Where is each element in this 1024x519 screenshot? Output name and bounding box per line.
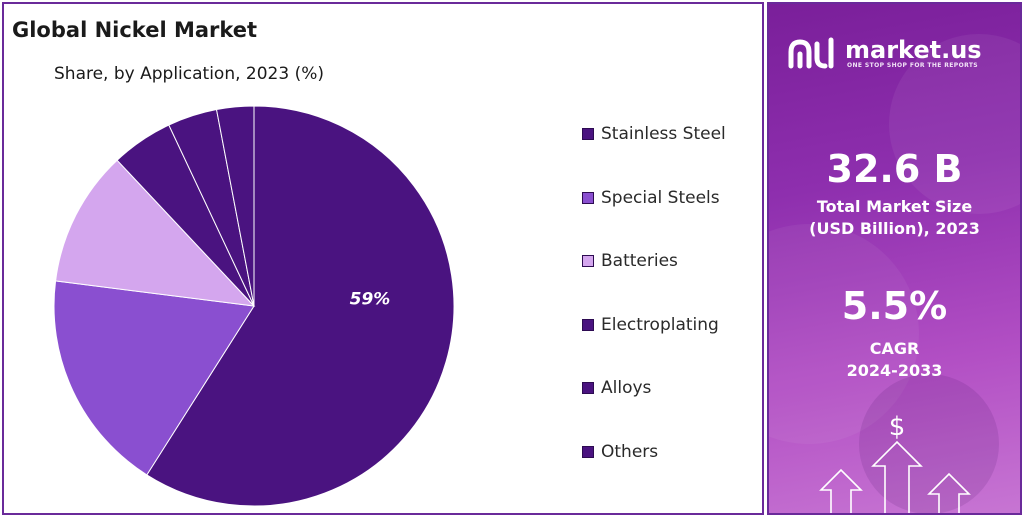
pie-slice-stainless-steel bbox=[146, 105, 455, 507]
svg-text:$: $ bbox=[889, 412, 906, 442]
legend-label: Electroplating bbox=[601, 314, 719, 335]
legend-swatch bbox=[582, 445, 594, 458]
legend-item: Stainless Steel bbox=[582, 124, 726, 144]
chart-subtitle: Share, by Application, 2023 (%) bbox=[54, 64, 324, 84]
legend-item: Special Steels bbox=[582, 188, 720, 208]
cagr-period-label: 2024-2033 bbox=[846, 361, 943, 380]
brand-tagline: ONE STOP SHOP FOR THE REPORTS bbox=[847, 62, 979, 69]
legend-item: Alloys bbox=[582, 378, 651, 398]
legend-label: Stainless Steel bbox=[601, 124, 726, 144]
market-size-unit-label: (USD Billion), 2023 bbox=[809, 219, 980, 238]
legend-swatch bbox=[582, 318, 594, 331]
summary-panel: $ market.us ONE STOP SHOP FOR THE REPORT… bbox=[767, 2, 1022, 515]
legend-item: Electroplating bbox=[582, 315, 719, 335]
legend-swatch bbox=[582, 255, 594, 267]
legend-swatch bbox=[582, 382, 594, 394]
chart-title: Global Nickel Market bbox=[12, 18, 258, 42]
chart-panel: Global Nickel Market Share, by Applicati… bbox=[2, 2, 764, 515]
market-size-value: 32.6 B bbox=[826, 147, 963, 191]
pie-slice-others bbox=[215, 105, 255, 307]
dollar-icon: $ bbox=[889, 412, 906, 442]
legend-swatch bbox=[582, 128, 594, 140]
brand-name: market.us bbox=[845, 36, 982, 64]
cagr-label: CAGR bbox=[869, 339, 920, 358]
pie-slice-special-steels bbox=[53, 280, 255, 476]
growth-arrows-icon bbox=[819, 440, 971, 513]
legend-item: Batteries bbox=[582, 251, 678, 271]
legend-label: Special Steels bbox=[601, 187, 720, 208]
background-decoration: $ bbox=[769, 34, 1020, 513]
data-label-stainless-steel: 59% bbox=[350, 289, 391, 309]
legend-swatch bbox=[582, 191, 594, 204]
cagr-value: 5.5% bbox=[841, 284, 948, 328]
legend-label: Batteries bbox=[601, 251, 678, 271]
legend-item: Others bbox=[582, 442, 658, 462]
market-us-logo-icon bbox=[788, 37, 834, 69]
pie-chart: 59% bbox=[53, 105, 455, 507]
pie-slice-batteries bbox=[55, 159, 256, 307]
brand-logo: market.us ONE STOP SHOP FOR THE REPORTS bbox=[787, 34, 1007, 74]
market-size-label: Total Market Size bbox=[816, 197, 973, 216]
legend-label: Alloys bbox=[601, 378, 652, 398]
legend-label: Others bbox=[601, 441, 659, 462]
